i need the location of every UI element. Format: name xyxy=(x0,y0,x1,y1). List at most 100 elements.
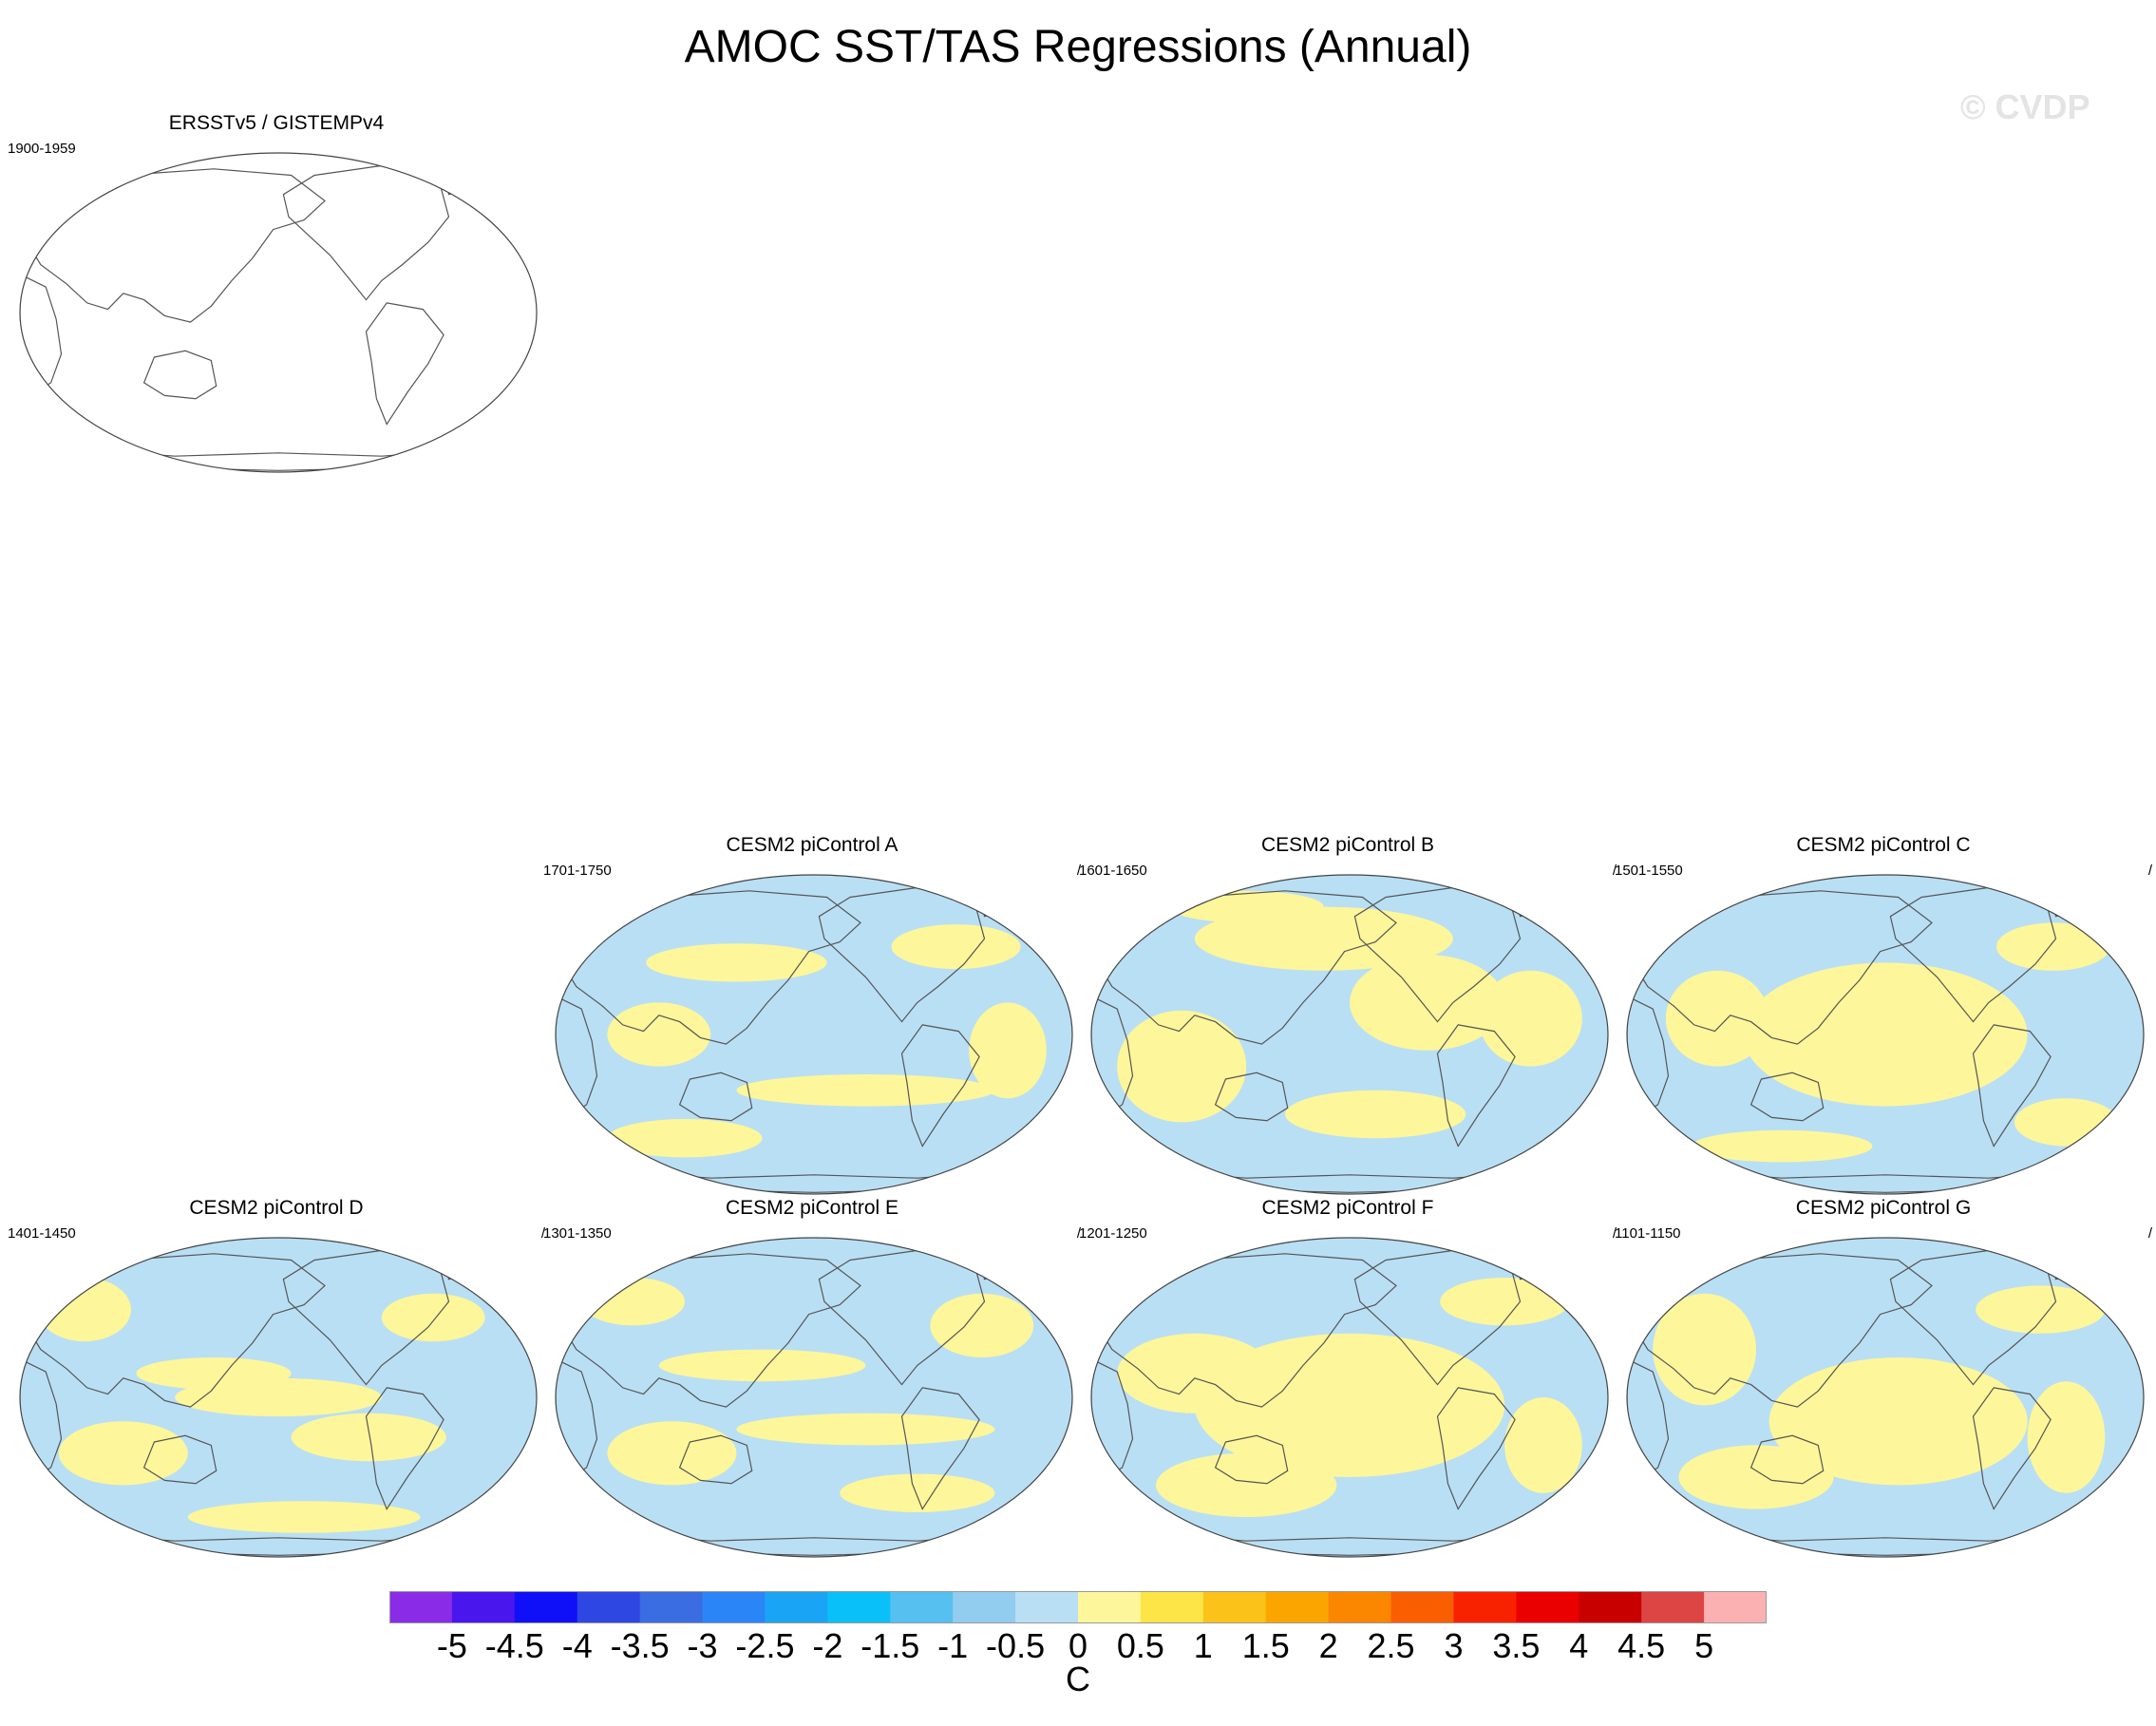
greenland-outline xyxy=(443,1249,481,1280)
positive-anomaly-region xyxy=(969,1002,1047,1099)
map-border xyxy=(555,1237,1073,1558)
colorbar-swatch xyxy=(1265,1591,1330,1623)
colorbar-swatch xyxy=(639,1591,704,1623)
colorbar-tick-label: -3.5 xyxy=(610,1626,670,1665)
world-map xyxy=(1090,1237,1609,1558)
colorbar-tick-label: -0.5 xyxy=(986,1626,1046,1665)
positive-anomaly-region xyxy=(658,1349,866,1382)
positive-anomaly-region xyxy=(1692,1129,1873,1163)
world-map xyxy=(555,1237,1073,1558)
panel-title: CESM2 piControl E xyxy=(725,1197,899,1219)
map-panel-f: CESM2 piControl F 1201-1250 / xyxy=(1079,1197,1617,1558)
positive-anomaly-region xyxy=(38,1278,131,1342)
world-map xyxy=(1626,874,2145,1195)
colorbar-swatch xyxy=(1140,1591,1204,1623)
map-panel-a: CESM2 piControl A 1701-1750 / xyxy=(543,834,1081,1195)
world-map xyxy=(1626,1237,2145,1558)
map-border xyxy=(1090,1237,1609,1558)
colorbar-tick-label: 4.5 xyxy=(1617,1626,1666,1665)
asia-europe-outline xyxy=(24,168,326,323)
panel-period: 1101-1150 xyxy=(1615,1225,1681,1242)
australia-outline xyxy=(1214,1434,1289,1485)
panel-period: 1401-1450 xyxy=(8,1225,76,1242)
asia-europe-outline xyxy=(1095,890,1397,1045)
australia-outline xyxy=(678,1072,753,1122)
colorbar-swatch xyxy=(451,1591,516,1623)
colorbar-tick-label: 0.5 xyxy=(1116,1626,1164,1665)
greenland-outline xyxy=(2050,886,2088,918)
panel-period: 1501-1550 xyxy=(1615,863,1683,879)
colorbar-swatch xyxy=(1390,1591,1454,1623)
positive-anomaly-region xyxy=(607,1421,737,1486)
colorbar-tick-label: -4 xyxy=(561,1626,593,1665)
map-border xyxy=(555,874,1073,1195)
positive-anomaly-region xyxy=(1768,1357,2028,1486)
anomaly-field xyxy=(581,1278,1034,1512)
colorbar-swatch xyxy=(514,1591,578,1623)
panel-slash: / xyxy=(1076,1225,1081,1242)
colorbar-swatch xyxy=(890,1591,954,1623)
map-border xyxy=(1090,874,1609,1195)
world-map xyxy=(19,152,538,473)
south-america-outline xyxy=(900,1024,980,1148)
colorbar-swatch xyxy=(1579,1591,1642,1623)
south-america-outline xyxy=(365,302,444,426)
south-america-outline xyxy=(900,1387,980,1510)
positive-anomaly-region xyxy=(736,1413,995,1446)
panel-period: 1701-1750 xyxy=(543,863,612,879)
positive-anomaly-region xyxy=(607,1119,763,1158)
colorbar-tick-label: -1.5 xyxy=(861,1626,920,1665)
greenland-outline xyxy=(2050,1249,2088,1280)
positive-anomaly-region xyxy=(291,1413,446,1462)
panel-period: 1601-1650 xyxy=(1079,863,1147,879)
asia-europe-outline xyxy=(1631,890,1933,1045)
anomaly-field xyxy=(1653,1285,2106,1509)
map-panel-g: CESM2 piControl G 1101-1150 / xyxy=(1615,1197,2152,1558)
anomaly-field xyxy=(607,924,1047,1158)
panel-slash: / xyxy=(2147,863,2152,879)
positive-anomaly-region xyxy=(1194,906,1453,971)
positive-anomaly-region xyxy=(1479,970,1582,1067)
greenland-outline xyxy=(978,886,1016,918)
asia-europe-outline xyxy=(24,1253,326,1408)
positive-anomaly-region xyxy=(1117,1333,1273,1413)
greenland-outline xyxy=(443,164,481,196)
map-border xyxy=(19,152,538,473)
panel-slash: / xyxy=(2147,1225,2152,1242)
map-background xyxy=(20,153,537,472)
positive-anomaly-region xyxy=(1665,970,1769,1067)
colorbar-tick-label: 1.5 xyxy=(1241,1626,1290,1665)
map-panel-d: CESM2 piControl D 1401-1450 / xyxy=(8,1197,545,1558)
positive-anomaly-region xyxy=(1168,890,1324,923)
colorbar-swatch xyxy=(577,1591,641,1623)
positive-anomaly-region xyxy=(381,1293,485,1342)
colorbar-swatch xyxy=(389,1591,453,1623)
colorbar-tick-label: -4.5 xyxy=(484,1626,544,1665)
panel-title: CESM2 piControl F xyxy=(1261,1197,1434,1219)
colorbar-swatch xyxy=(1328,1591,1392,1623)
colorbar-swatch xyxy=(1202,1591,1267,1623)
panel-slash: / xyxy=(540,1225,545,1242)
colorbar-tick-label: -1 xyxy=(937,1626,969,1665)
positive-anomaly-region xyxy=(136,1357,292,1390)
panel-title: CESM2 piControl C xyxy=(1796,834,1971,856)
south-america-outline xyxy=(1972,1387,2052,1510)
colorbar-swatch xyxy=(1078,1591,1142,1623)
colorbar-tick-label: 3 xyxy=(1444,1626,1464,1665)
australia-outline xyxy=(1749,1434,1825,1485)
positive-anomaly-region xyxy=(1350,955,1505,1051)
asia-europe-outline xyxy=(559,890,861,1045)
positive-anomaly-region xyxy=(581,1278,685,1326)
world-map xyxy=(1090,874,1609,1195)
panel-title: ERSSTv5 / GISTEMPv4 xyxy=(168,112,385,134)
australia-outline xyxy=(142,350,217,400)
colorbar-tick-label: -2 xyxy=(812,1626,843,1665)
asia-europe-outline xyxy=(559,1253,861,1408)
colorbar-tick-label: -5 xyxy=(436,1626,467,1665)
positive-anomaly-region xyxy=(607,1002,711,1067)
positive-anomaly-region xyxy=(1440,1278,1570,1326)
south-america-outline xyxy=(365,1387,444,1510)
panel-period: 1900-1959 xyxy=(8,141,76,157)
panel-title: CESM2 piControl A xyxy=(726,834,898,856)
positive-anomaly-region xyxy=(187,1501,421,1533)
